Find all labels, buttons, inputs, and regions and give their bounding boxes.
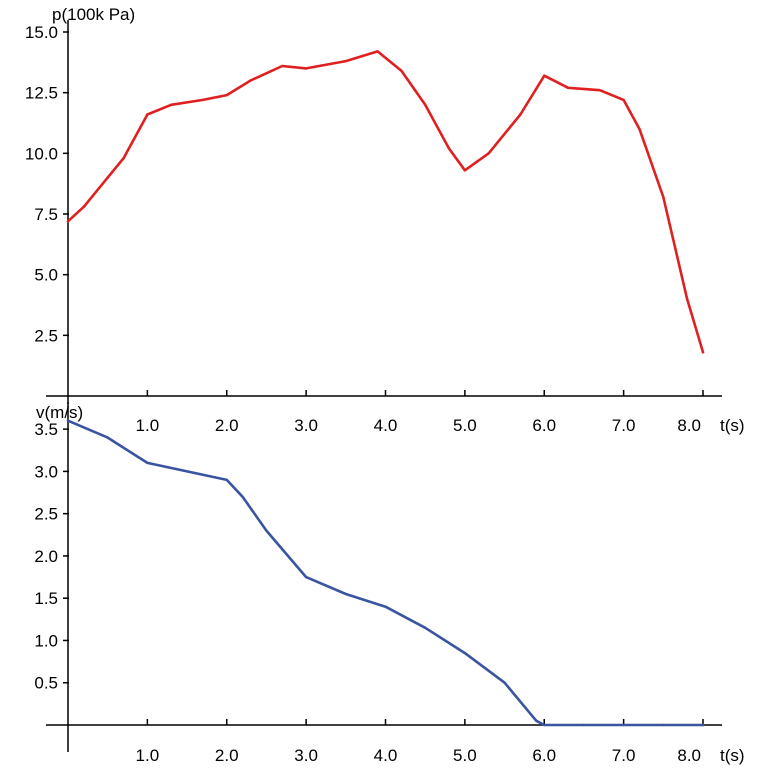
velocity-x-tick-label: 8.0	[677, 746, 701, 765]
velocity-data-point	[384, 605, 387, 608]
velocity-series-line	[66, 419, 705, 727]
velocity-x-tick-label: 1.0	[136, 746, 160, 765]
pressure-x-tick-label: 3.0	[294, 416, 318, 435]
velocity-data-point	[463, 651, 467, 655]
velocity-data-point	[304, 575, 308, 579]
velocity-x-tick-label: 5.0	[453, 746, 477, 765]
pressure-data-point	[622, 98, 625, 102]
pressure-y-tick-label: 5.0	[34, 266, 58, 285]
velocity-x-tick-label: 3.0	[294, 746, 318, 765]
pressure-y-tick-label: 12.5	[25, 84, 58, 103]
velocity-data-point	[622, 723, 625, 727]
velocity-data-point	[344, 592, 347, 596]
pressure-data-point	[225, 93, 228, 97]
pressure-data-point	[66, 220, 70, 223]
pressure-x-tick-label: 2.0	[215, 416, 239, 435]
pressure-data-point	[685, 297, 689, 301]
velocity-x-tick-label: 4.0	[374, 746, 398, 765]
velocity-data-point	[424, 626, 427, 629]
pressure-data-point	[344, 59, 347, 63]
pressure-data-point	[662, 195, 665, 199]
pressure-y-axis-title: p(100k Pa)	[52, 5, 135, 24]
pressure-data-point	[463, 169, 467, 172]
pressure-x-tick-label: 6.0	[532, 416, 556, 435]
pressure-data-point	[519, 113, 522, 116]
pressure-data-point	[122, 157, 125, 160]
pressure-y-tick-label: 15.0	[25, 23, 58, 42]
velocity-y-tick-label: 2.5	[34, 505, 58, 524]
pressure-data-point	[598, 89, 601, 92]
velocity-data-point	[582, 723, 586, 727]
pressure-data-point	[106, 176, 109, 179]
pressure-data-point	[146, 113, 149, 116]
velocity-y-tick-label: 1.5	[34, 589, 58, 608]
pressure-x-axis-title: t(s)	[720, 416, 745, 435]
pressure-data-point	[376, 50, 379, 53]
pressure-data-point	[447, 147, 451, 150]
velocity-x-tick-label: 6.0	[532, 746, 556, 765]
velocity-data-point	[535, 719, 538, 722]
velocity-y-tick-label: 3.0	[34, 462, 58, 481]
pressure-data-point	[566, 86, 570, 90]
velocity-y-tick-label: 3.5	[34, 420, 58, 439]
pressure-x-tick-label: 8.0	[677, 416, 701, 435]
pressure-data-point	[543, 74, 546, 77]
pressure-y-tick-label: 7.5	[34, 205, 58, 224]
pressure-series-line	[66, 50, 705, 354]
pressure-data-point	[638, 127, 641, 131]
pressure-x-tick-label: 5.0	[453, 416, 477, 435]
velocity-y-tick-label: 2.0	[34, 547, 58, 566]
velocity-y-axis-title: v(m/s)	[36, 403, 83, 422]
pressure-data-point	[281, 64, 284, 68]
velocity-data-point	[106, 436, 109, 439]
velocity-x-tick-label: 7.0	[612, 746, 636, 765]
pressure-data-point	[82, 205, 86, 208]
pressure-data-point	[201, 98, 205, 102]
pressure-data-point	[701, 351, 705, 354]
velocity-y-tick-label: 0.5	[34, 674, 58, 693]
pressure-data-point	[400, 69, 403, 73]
pressure-data-point	[304, 67, 308, 70]
pressure-data-point	[487, 152, 490, 155]
pressure-data-point	[249, 79, 252, 82]
velocity-data-point	[662, 723, 665, 727]
velocity-data-point	[146, 461, 149, 465]
velocity-y-tick-label: 1.0	[34, 631, 58, 650]
velocity-data-point	[185, 470, 189, 473]
pressure-x-tick-label: 7.0	[612, 416, 636, 435]
velocity-data-point	[543, 723, 546, 727]
velocity-data-point	[66, 419, 70, 422]
pressure-x-tick-label: 1.0	[136, 416, 160, 435]
pressure-y-tick-label: 10.0	[25, 144, 58, 163]
pressure-y-tick-label: 2.5	[34, 326, 58, 345]
velocity-x-tick-label: 2.0	[215, 746, 239, 765]
velocity-data-point	[701, 723, 705, 727]
pressure-data-point	[170, 103, 173, 107]
pressure-x-tick-label: 4.0	[374, 416, 398, 435]
velocity-x-axis-title: t(s)	[720, 746, 745, 765]
velocity-data-point	[241, 495, 244, 498]
pressure-data-point	[424, 103, 427, 107]
velocity-data-point	[225, 478, 228, 482]
velocity-data-point	[265, 529, 268, 532]
velocity-data-point	[503, 681, 506, 684]
